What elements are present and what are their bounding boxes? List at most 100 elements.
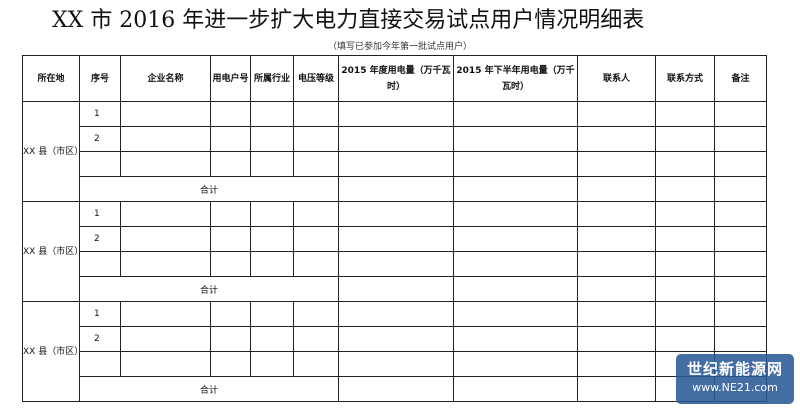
- data-cell[interactable]: [293, 351, 339, 377]
- data-cell[interactable]: [655, 151, 715, 177]
- data-cell[interactable]: [120, 251, 211, 277]
- data-cell[interactable]: [293, 251, 339, 277]
- data-cell[interactable]: [453, 201, 578, 227]
- data-cell[interactable]: [120, 226, 211, 252]
- data-cell[interactable]: [338, 226, 454, 252]
- data-cell[interactable]: [577, 351, 656, 377]
- total-cell[interactable]: [714, 276, 767, 302]
- data-cell[interactable]: [293, 101, 339, 127]
- serial-cell[interactable]: 2: [79, 226, 121, 252]
- data-cell[interactable]: [120, 201, 211, 227]
- data-cell[interactable]: [293, 326, 339, 352]
- serial-cell[interactable]: 2: [79, 126, 121, 152]
- serial-cell[interactable]: [79, 151, 121, 177]
- data-cell[interactable]: [655, 326, 715, 352]
- data-cell[interactable]: [453, 351, 578, 377]
- data-cell[interactable]: [250, 151, 294, 177]
- data-cell[interactable]: [714, 226, 767, 252]
- data-cell[interactable]: [714, 201, 767, 227]
- data-cell[interactable]: [210, 226, 251, 252]
- data-cell[interactable]: [210, 201, 251, 227]
- data-cell[interactable]: [577, 151, 656, 177]
- serial-cell[interactable]: 1: [79, 201, 121, 227]
- data-cell[interactable]: [210, 251, 251, 277]
- data-cell[interactable]: [250, 301, 294, 327]
- data-cell[interactable]: [655, 126, 715, 152]
- data-cell[interactable]: [655, 301, 715, 327]
- data-cell[interactable]: [453, 151, 578, 177]
- data-cell[interactable]: [655, 101, 715, 127]
- data-cell[interactable]: [714, 326, 767, 352]
- data-cell[interactable]: [120, 351, 211, 377]
- data-cell[interactable]: [338, 326, 454, 352]
- data-cell[interactable]: [453, 226, 578, 252]
- data-cell[interactable]: [453, 301, 578, 327]
- data-cell[interactable]: [210, 101, 251, 127]
- data-cell[interactable]: [210, 326, 251, 352]
- data-cell[interactable]: [655, 226, 715, 252]
- data-cell[interactable]: [338, 251, 454, 277]
- total-cell[interactable]: [453, 376, 578, 402]
- data-cell[interactable]: [577, 326, 656, 352]
- data-cell[interactable]: [293, 226, 339, 252]
- data-cell[interactable]: [577, 126, 656, 152]
- data-cell[interactable]: [714, 151, 767, 177]
- data-cell[interactable]: [250, 326, 294, 352]
- data-cell[interactable]: [714, 101, 767, 127]
- data-cell[interactable]: [293, 201, 339, 227]
- total-cell[interactable]: [577, 176, 656, 202]
- total-cell[interactable]: [577, 376, 656, 402]
- data-cell[interactable]: [453, 326, 578, 352]
- data-cell[interactable]: [293, 151, 339, 177]
- data-cell[interactable]: [453, 251, 578, 277]
- total-cell[interactable]: [655, 176, 715, 202]
- data-cell[interactable]: [338, 301, 454, 327]
- serial-cell[interactable]: [79, 351, 121, 377]
- data-cell[interactable]: [577, 301, 656, 327]
- data-cell[interactable]: [250, 201, 294, 227]
- data-cell[interactable]: [453, 126, 578, 152]
- data-cell[interactable]: [250, 101, 294, 127]
- data-cell[interactable]: [120, 126, 211, 152]
- data-cell[interactable]: [210, 301, 251, 327]
- data-cell[interactable]: [293, 126, 339, 152]
- data-cell[interactable]: [338, 201, 454, 227]
- total-cell[interactable]: [338, 176, 454, 202]
- serial-cell[interactable]: 1: [79, 301, 121, 327]
- data-cell[interactable]: [120, 326, 211, 352]
- data-cell[interactable]: [577, 226, 656, 252]
- total-cell[interactable]: [453, 276, 578, 302]
- serial-cell[interactable]: [79, 251, 121, 277]
- total-cell[interactable]: [577, 276, 656, 302]
- data-cell[interactable]: [120, 301, 211, 327]
- data-cell[interactable]: [250, 126, 294, 152]
- data-cell[interactable]: [577, 101, 656, 127]
- total-cell[interactable]: [453, 176, 578, 202]
- data-cell[interactable]: [210, 126, 251, 152]
- data-cell[interactable]: [577, 251, 656, 277]
- data-cell[interactable]: [120, 151, 211, 177]
- total-cell[interactable]: [338, 276, 454, 302]
- data-cell[interactable]: [338, 126, 454, 152]
- serial-cell[interactable]: 2: [79, 326, 121, 352]
- total-cell[interactable]: [714, 176, 767, 202]
- data-cell[interactable]: [453, 101, 578, 127]
- data-cell[interactable]: [655, 201, 715, 227]
- data-cell[interactable]: [293, 301, 339, 327]
- data-cell[interactable]: [714, 251, 767, 277]
- data-cell[interactable]: [210, 151, 251, 177]
- data-cell[interactable]: [714, 301, 767, 327]
- data-cell[interactable]: [338, 151, 454, 177]
- total-cell[interactable]: [655, 276, 715, 302]
- total-cell[interactable]: [338, 376, 454, 402]
- data-cell[interactable]: [210, 351, 251, 377]
- data-cell[interactable]: [338, 101, 454, 127]
- data-cell[interactable]: [250, 351, 294, 377]
- data-cell[interactable]: [577, 201, 656, 227]
- data-cell[interactable]: [655, 251, 715, 277]
- data-cell[interactable]: [714, 126, 767, 152]
- serial-cell[interactable]: 1: [79, 101, 121, 127]
- data-cell[interactable]: [338, 351, 454, 377]
- data-cell[interactable]: [250, 226, 294, 252]
- data-cell[interactable]: [120, 101, 211, 127]
